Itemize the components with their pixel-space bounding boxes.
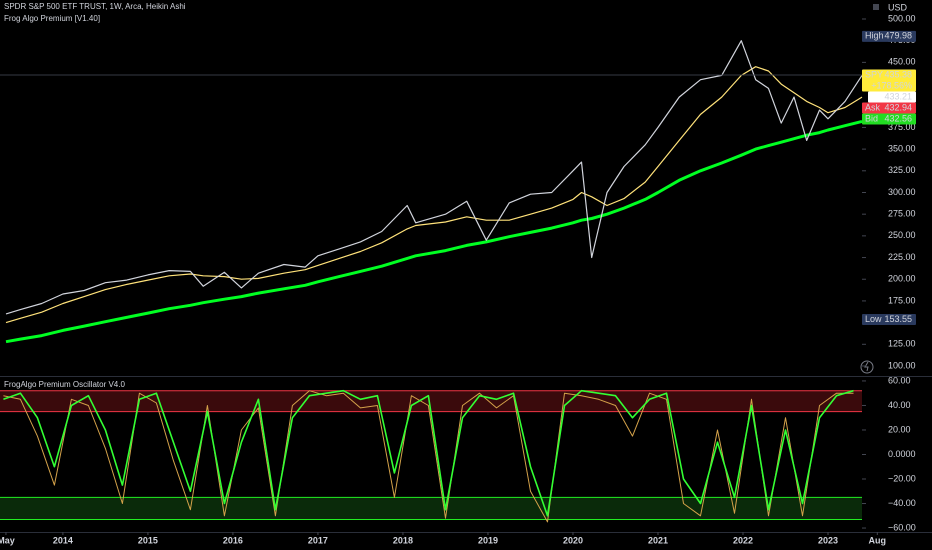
series-line [5, 66, 863, 324]
y-tick-label: −60.00 [888, 522, 916, 532]
price-label-box [862, 30, 916, 42]
y-tick-label: 0.0000 [888, 449, 916, 459]
y-tick-label: 175.00 [888, 295, 916, 305]
indicator-title: Frog Algo Premium [V1.40] [4, 14, 100, 23]
zone [0, 497, 862, 520]
zone [0, 390, 862, 412]
price-label-box [862, 102, 916, 114]
price-label-name: High [865, 31, 884, 41]
series-line [5, 119, 863, 344]
y-tick-label: 225.00 [888, 252, 916, 262]
x-tick-label: 2018 [393, 535, 413, 545]
oscillator-title: FrogAlgo Premium Oscillator V4.0 [4, 380, 125, 389]
y-tick-label: 450.00 [888, 57, 916, 67]
price-label-change: +178.56% [871, 80, 912, 90]
x-tick-label: 2022 [733, 535, 753, 545]
x-tick-label: 2014 [53, 535, 73, 545]
y-tick-label: 200.00 [888, 274, 916, 284]
chart-title: SPDR S&P 500 ETF TRUST, 1W, Arca, Heikin… [4, 2, 186, 11]
series-line [3, 389, 854, 517]
price-label-value: 432.56 [884, 113, 912, 123]
y-tick-label: 300.00 [888, 187, 916, 197]
price-label-value: 479.98 [884, 31, 912, 41]
y-tick-label: −20.00 [888, 473, 916, 483]
price-label-box [862, 314, 916, 326]
pane: 60.00 40.00 20.00 0.0000 −20.00 −40.00 −60.00 [0, 375, 916, 532]
lightning-icon [864, 361, 869, 372]
price-label-value: 153.55 [884, 314, 912, 324]
y-tick-label: 350.00 [888, 143, 916, 153]
y-tick-label: 60.00 [888, 375, 911, 385]
x-tick-label: May [0, 535, 15, 545]
price-label-name: Bid [865, 113, 878, 123]
currency-label: USD [888, 2, 908, 12]
price-label-value: 435.38 [884, 69, 912, 79]
price-label-box [862, 69, 916, 92]
y-tick-label: 500.00 [888, 13, 916, 23]
y-tick-label: −40.00 [888, 498, 916, 508]
x-tick-label: Aug [869, 535, 887, 545]
series-line [5, 40, 863, 315]
x-tick-label: 2021 [648, 535, 668, 545]
price-label-box [868, 91, 916, 103]
price-label-name: Low [865, 314, 882, 324]
price-label-value: 433.21 [884, 91, 912, 101]
y-tick-label: 275.00 [888, 209, 916, 219]
quick-action-icon[interactable] [860, 360, 874, 374]
price-label-name: Ask [865, 102, 881, 112]
price-label-box [862, 113, 916, 125]
y-tick-label: 375.00 [888, 122, 916, 132]
x-tick-label: 2016 [223, 535, 243, 545]
x-tick-label: 2023 [818, 535, 838, 545]
price-label-name: SPY [865, 69, 883, 79]
price-label-value: 432.94 [884, 102, 912, 112]
x-tick-label: 2020 [563, 535, 583, 545]
x-tick-label: 2019 [478, 535, 498, 545]
pane: 500.00475.00450.00425.00400.00375.00350.… [0, 13, 916, 370]
y-tick-label: 100.00 [888, 360, 916, 370]
x-tick-label: 2015 [138, 535, 158, 545]
y-tick-label: 125.00 [888, 339, 916, 349]
y-tick-label: 40.00 [888, 400, 911, 410]
y-tick-label: 20.00 [888, 424, 911, 434]
y-tick-label: 325.00 [888, 165, 916, 175]
y-tick-label: 250.00 [888, 230, 916, 240]
x-tick-label: 2017 [308, 535, 328, 545]
settings-icon[interactable] [873, 4, 879, 10]
